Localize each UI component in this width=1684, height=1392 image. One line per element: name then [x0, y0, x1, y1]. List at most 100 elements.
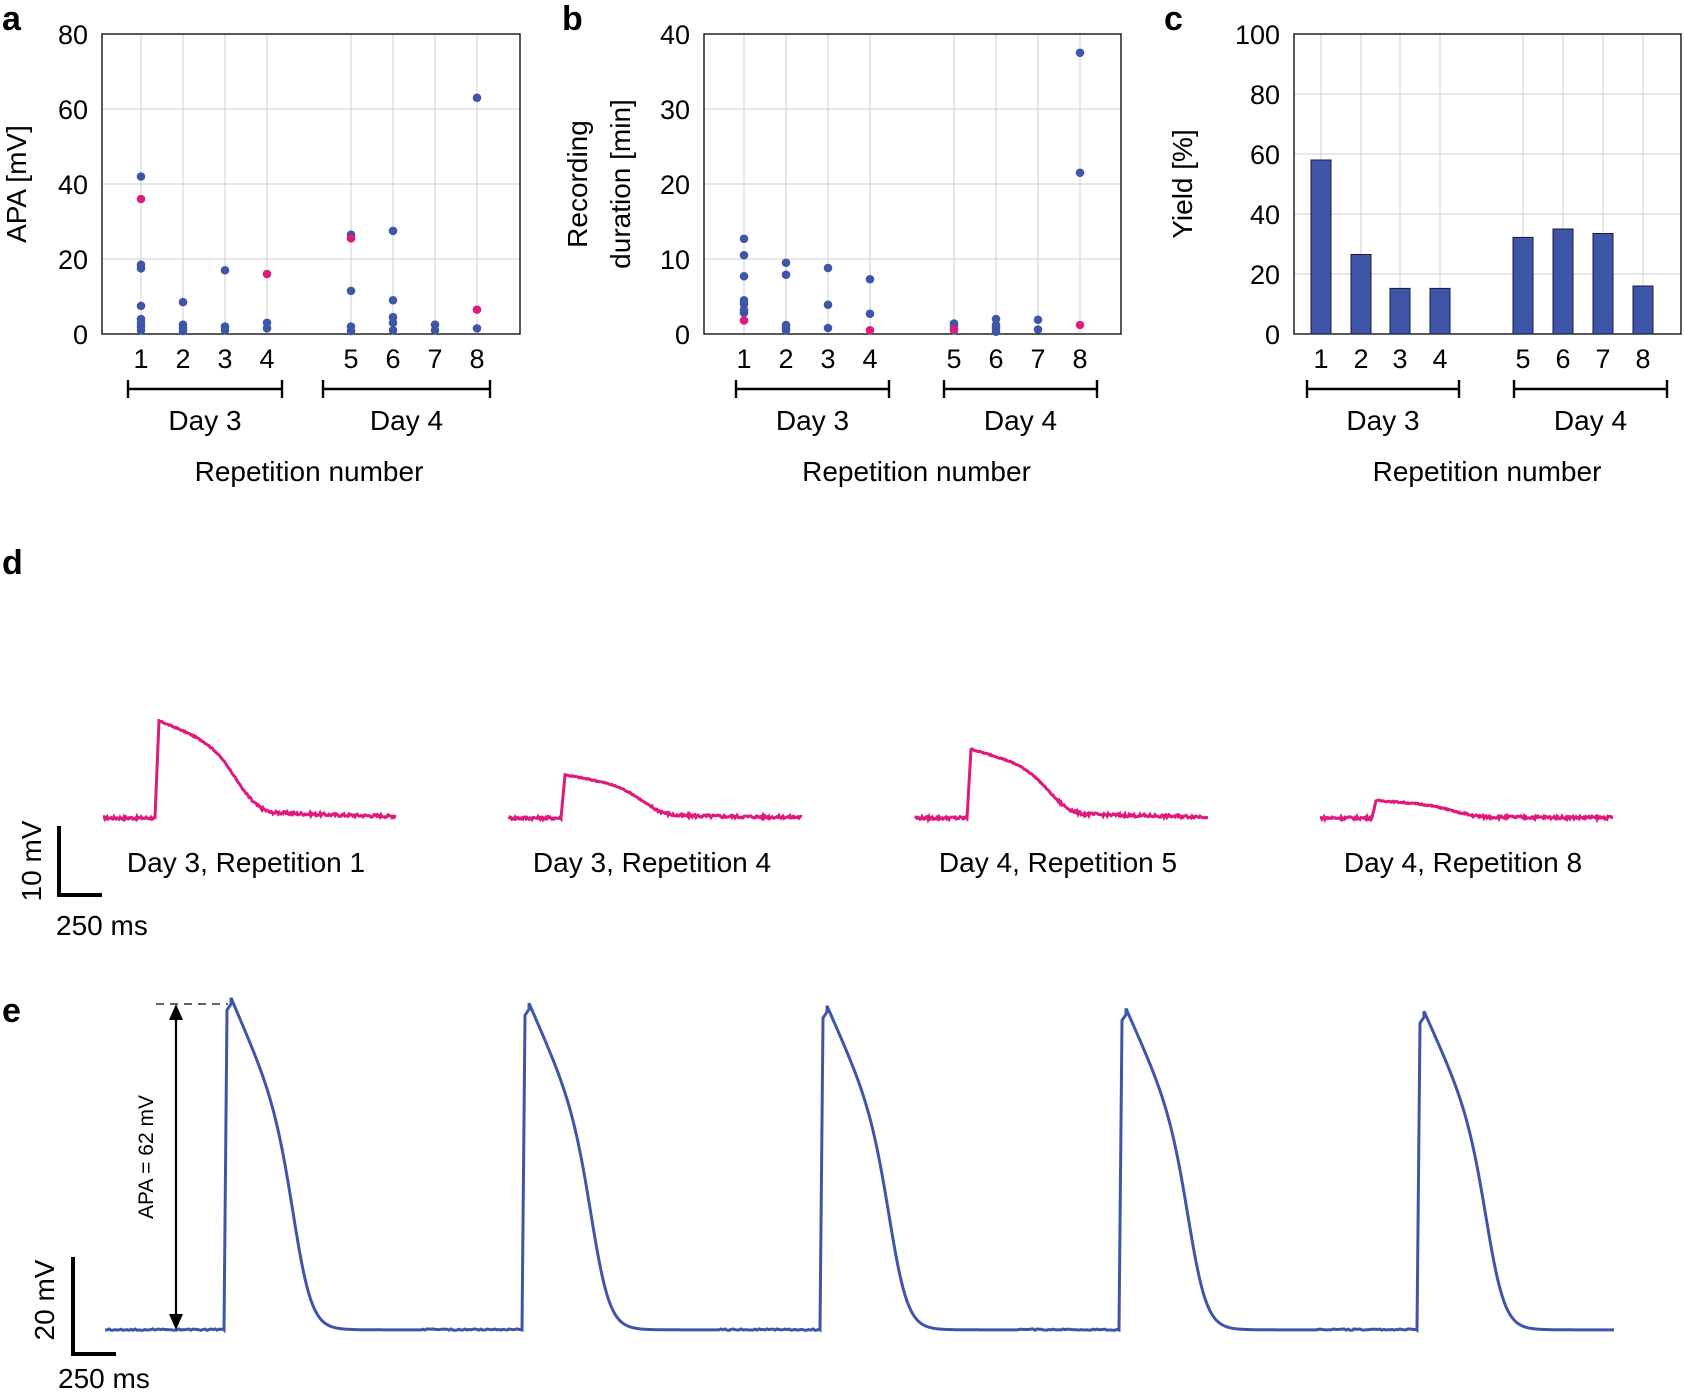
panel-c-xtick-label: 8 — [1635, 344, 1650, 374]
panel-b-xtick-label: 4 — [862, 344, 877, 374]
panel-c-xtick-label: 6 — [1555, 344, 1570, 374]
panel-b-point-blue — [823, 300, 833, 310]
panel-a-point-blue — [220, 265, 230, 275]
panel-d-scale-bar-v-label: 10 mV — [16, 820, 47, 901]
panel-c-xtick-label: 3 — [1392, 344, 1407, 374]
panel-c-ytick-label: 80 — [1250, 80, 1280, 110]
panel-b-ytick-label: 40 — [660, 20, 690, 50]
panel-a-point-blue — [136, 301, 146, 311]
panel-letter-a: a — [2, 0, 22, 38]
panel-b-point-blue — [991, 327, 1001, 337]
panel-e-scale-bar-h-label: 250 ms — [58, 1363, 150, 1392]
panel-d-trace-3 — [913, 747, 1209, 824]
panel-a-point-blue — [136, 325, 146, 335]
panel-b-x-axis-label: Repetition number — [802, 456, 1031, 487]
panel-b-ytick-label: 30 — [660, 95, 690, 125]
panel-a-scatter: 0 20 40 60 80 1 2 3 4 5 6 7 8 Day 3 Day 4 Repetition nu… — [1, 20, 521, 487]
panel-c-y-axis-label: Yield [%] — [1167, 129, 1198, 238]
panel-c-bar — [1512, 236, 1534, 335]
panel-a-point-blue — [178, 326, 188, 336]
panel-a-point-blue — [388, 325, 398, 335]
panel-a-group-label: Day 4 — [370, 405, 443, 436]
panel-d-trace-label-1: Day 3, Repetition 1 — [127, 847, 365, 878]
panel-a-ytick-label: 0 — [73, 320, 88, 350]
panel-b-point-blue — [1075, 168, 1085, 178]
panel-c-bar — [1310, 159, 1332, 335]
panel-a-point-blue — [346, 326, 356, 336]
panel-b-point-blue — [781, 270, 791, 280]
panel-letter-e: e — [2, 992, 21, 1030]
panel-c-bar — [1389, 287, 1411, 335]
panel-a-xtick-label: 2 — [175, 344, 190, 374]
panel-d-trace-label-3: Day 4, Repetition 5 — [939, 847, 1177, 878]
panel-b-point-blue — [865, 309, 875, 319]
panel-c-bar — [1632, 285, 1654, 335]
panel-b-ytick-label: 0 — [675, 320, 690, 350]
panel-a-point-blue — [472, 324, 482, 333]
panel-c-group-label: Day 4 — [1554, 405, 1627, 436]
panel-letter-b: b — [562, 0, 583, 38]
panel-a-point-blue — [472, 93, 482, 103]
panel-b-point-blue — [1033, 315, 1043, 325]
panel-a-point-blue — [430, 325, 440, 335]
panel-a-x-axis-label: Repetition number — [195, 456, 424, 487]
panel-b-point-blue — [781, 325, 791, 335]
panel-d-trace-2 — [507, 772, 803, 823]
panel-b-point-magenta — [865, 325, 875, 335]
panel-e-trace — [104, 997, 1614, 1334]
panel-c-bar — [1592, 233, 1614, 335]
panel-e-apa-arrowhead-up — [169, 1004, 183, 1020]
panel-b-scatter: 0 10 20 30 40 1 2 3 4 5 6 7 8 Day 3 Day 4 Repetition nu… — [562, 20, 1122, 487]
panel-a-group-label: Day 3 — [168, 405, 241, 436]
panel-b-point-magenta — [949, 325, 959, 334]
panel-c-bar — [1552, 228, 1574, 335]
panel-c-group-label: Day 3 — [1346, 405, 1419, 436]
panel-a-ytick-label: 80 — [58, 20, 88, 50]
panel-a-point-blue — [262, 324, 272, 333]
panel-a-ytick-label: 40 — [58, 170, 88, 200]
panel-c-axes-frame — [1293, 33, 1682, 335]
panel-b-point-blue — [739, 299, 749, 309]
panel-b-xtick-label: 8 — [1072, 344, 1087, 374]
panel-a-point-blue — [346, 286, 356, 296]
panel-a-point-magenta — [472, 305, 482, 314]
panel-b-point-blue — [739, 234, 749, 244]
panel-a-xtick-label: 8 — [469, 344, 484, 374]
panel-c-ytick-label: 60 — [1250, 140, 1280, 170]
panel-b-xtick-label: 1 — [736, 344, 751, 374]
panel-c-xtick-label: 2 — [1353, 344, 1368, 374]
panel-b-point-blue — [865, 274, 875, 284]
panel-b-xtick-label: 5 — [946, 344, 961, 374]
panel-b-xtick-label: 7 — [1030, 344, 1045, 374]
panel-a-point-blue — [136, 172, 146, 181]
panel-b-y-axis-label-line2: duration [min] — [605, 99, 636, 269]
panel-a-ytick-label: 60 — [58, 95, 88, 125]
panel-b-point-blue — [1033, 325, 1043, 334]
panel-a-xtick-label: 5 — [343, 344, 358, 374]
panel-b-xtick-label: 6 — [988, 344, 1003, 374]
panel-b-group-label: Day 4 — [984, 405, 1057, 436]
panel-a-point-blue — [220, 325, 230, 335]
panel-a-xtick-label: 3 — [217, 344, 232, 374]
panel-e-apa-label: APA = 62 mV — [135, 1095, 158, 1219]
panel-c-xtick-label: 4 — [1432, 344, 1447, 374]
panel-b-ytick-label: 20 — [660, 170, 690, 200]
panel-c-xtick-label: 7 — [1595, 344, 1610, 374]
panel-b-xtick-label: 2 — [778, 344, 793, 374]
panel-b-point-blue — [991, 314, 1001, 324]
panel-b-point-blue — [823, 263, 833, 273]
panel-letter-c: c — [1164, 0, 1183, 38]
panel-a-point-magenta — [346, 234, 356, 243]
panel-b-point-blue — [739, 271, 749, 281]
panel-d-traces: Day 3, Repetition 1 Day 3, Repetition 4 Da… — [16, 718, 1614, 941]
panel-c-bar — [1429, 287, 1451, 335]
panel-a-point-blue — [388, 226, 398, 236]
panel-d-trace-4 — [1319, 798, 1614, 824]
panel-d-trace-label-4: Day 4, Repetition 8 — [1344, 847, 1582, 878]
panel-b-point-blue — [823, 323, 833, 333]
panel-a-point-blue — [388, 318, 398, 328]
panel-a-point-magenta — [262, 269, 272, 279]
panel-c-ytick-label: 40 — [1250, 200, 1280, 230]
panel-b-xtick-label: 3 — [820, 344, 835, 374]
